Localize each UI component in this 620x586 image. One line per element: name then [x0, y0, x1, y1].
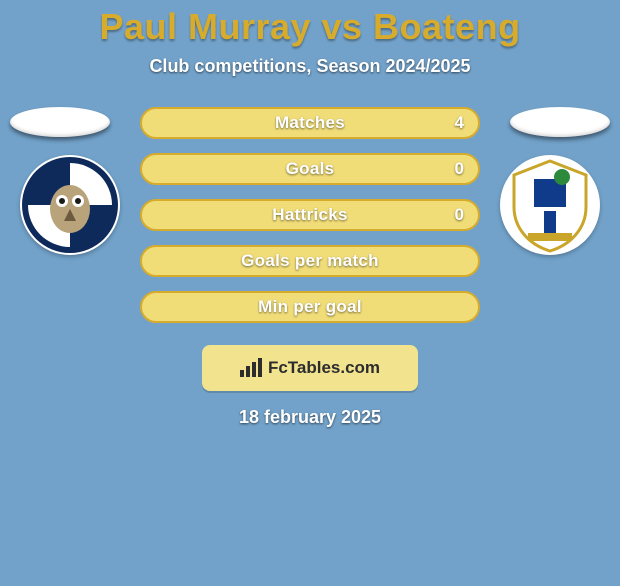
stat-value-right: 0	[455, 159, 464, 179]
stat-label: Min per goal	[142, 297, 478, 317]
stat-row-hattricks: Hattricks 0	[140, 199, 480, 231]
right-player-photo	[510, 107, 610, 137]
comparison-area: Matches 4 Goals 0 Hattricks 0 Goals per …	[0, 107, 620, 327]
right-team-crest	[500, 155, 600, 255]
stat-row-min-per-goal: Min per goal	[140, 291, 480, 323]
stat-label: Hattricks	[142, 205, 478, 225]
stat-value-right: 0	[455, 205, 464, 225]
stat-label: Goals per match	[142, 251, 478, 271]
left-player-photo	[10, 107, 110, 137]
stat-row-goals: Goals 0	[140, 153, 480, 185]
left-team-crest	[20, 155, 120, 255]
stat-row-goals-per-match: Goals per match	[140, 245, 480, 277]
source-badge: FcTables.com	[202, 345, 418, 391]
page-title: Paul Murray vs Boateng	[0, 6, 620, 48]
stat-row-matches: Matches 4	[140, 107, 480, 139]
source-badge-label: FcTables.com	[268, 358, 380, 378]
page-subtitle: Club competitions, Season 2024/2025	[0, 56, 620, 77]
stat-label: Goals	[142, 159, 478, 179]
bar-chart-icon	[240, 359, 262, 377]
stat-label: Matches	[142, 113, 478, 133]
date-label: 18 february 2025	[0, 407, 620, 428]
stat-value-right: 4	[455, 113, 464, 133]
sutton-crest-icon	[500, 155, 600, 255]
oldham-crest-icon	[20, 155, 120, 255]
